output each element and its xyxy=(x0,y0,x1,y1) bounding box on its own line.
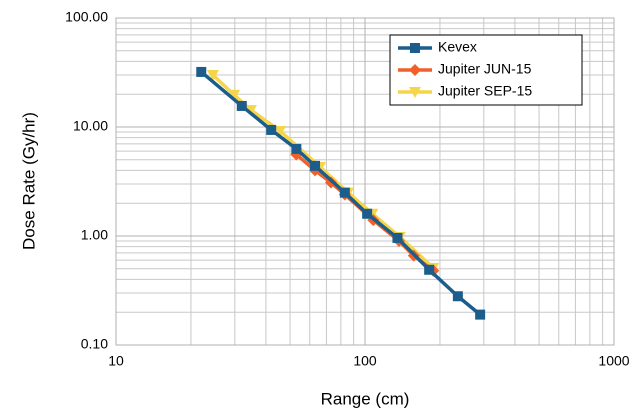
legend-label: Kevex xyxy=(438,39,477,55)
marker xyxy=(339,187,350,198)
marker xyxy=(410,43,420,53)
marker xyxy=(206,69,219,81)
legend-label: Jupiter JUN-15 xyxy=(438,61,532,77)
marker xyxy=(228,89,241,101)
y-tick-label: 10.00 xyxy=(73,118,108,134)
marker xyxy=(409,64,421,76)
y-tick-label: 0.10 xyxy=(81,336,108,352)
marker xyxy=(236,100,247,111)
legend-label: Jupiter SEP-15 xyxy=(438,83,532,99)
marker xyxy=(244,105,257,117)
x-tick-label: 1000 xyxy=(598,353,629,369)
marker xyxy=(409,87,421,98)
y-tick-label: 100.00 xyxy=(65,9,108,25)
marker xyxy=(196,66,207,77)
x-axis-title: Range (cm) xyxy=(321,389,410,408)
y-axis-title: Dose Rate (Gy/hr) xyxy=(19,112,38,250)
marker xyxy=(392,232,403,243)
marker xyxy=(310,160,321,171)
marker xyxy=(274,125,287,137)
marker xyxy=(475,309,486,320)
marker xyxy=(362,208,373,219)
plot-border xyxy=(115,17,615,346)
x-tick-label: 100 xyxy=(353,353,377,369)
x-tick-label: 10 xyxy=(108,353,124,369)
marker xyxy=(424,264,435,275)
y-tick-label: 1.00 xyxy=(81,227,108,243)
marker xyxy=(291,143,302,154)
marker xyxy=(452,291,463,302)
marker xyxy=(266,124,277,135)
